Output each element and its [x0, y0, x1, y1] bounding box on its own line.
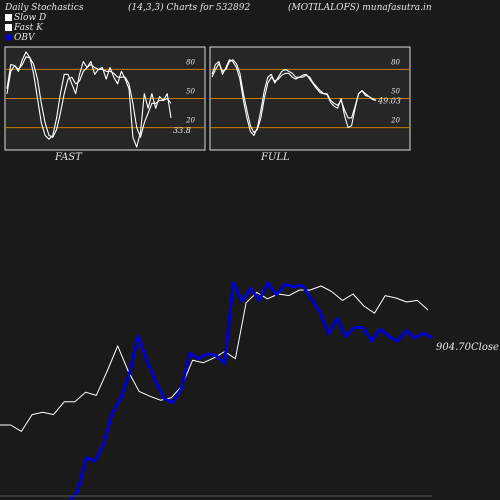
- chart-title-left: Daily Stochastics: [5, 3, 84, 13]
- panel-label-fast: FAST: [55, 152, 82, 163]
- close-last-value: 904.70Close: [436, 342, 499, 353]
- legend-label-fast-k: Fast K: [14, 23, 43, 33]
- legend-label-slow-d: Slow D: [14, 13, 47, 23]
- close-price-line: [0, 285, 429, 432]
- full-fast-k-line: [211, 59, 377, 136]
- full-ytick-20: 20: [390, 117, 400, 125]
- chart-title-right: (MOTILALOFS) munafasutra.in: [288, 3, 432, 13]
- fast-last-value: 33.8: [173, 126, 191, 135]
- fast-ytick-50: 50: [186, 88, 195, 96]
- fast-ytick-20: 20: [185, 117, 195, 125]
- fast-slow-d-line: [6, 56, 172, 138]
- full-slow-d-line: [211, 59, 377, 133]
- full-last-value: 49.03: [377, 96, 401, 105]
- legend-obv: OBV: [5, 33, 35, 43]
- legend-swatch-slow-d: [5, 14, 12, 21]
- obv-line: [68, 281, 433, 500]
- legend-swatch-obv: [5, 34, 12, 41]
- fast-ytick-80: 80: [186, 58, 195, 66]
- fast-fast-k-line: [6, 51, 172, 148]
- legend-swatch-fast-k: [5, 24, 12, 31]
- legend-label-obv: OBV: [14, 33, 35, 43]
- full-ytick-50: 50: [391, 88, 400, 96]
- legend-slow-d: Slow D: [5, 13, 46, 23]
- legend-fast-k: Fast K: [5, 23, 43, 33]
- full-ytick-80: 80: [391, 58, 400, 66]
- panel-label-full: FULL: [261, 152, 290, 163]
- chart-title-center: (14,3,3) Charts for 532892: [128, 3, 251, 13]
